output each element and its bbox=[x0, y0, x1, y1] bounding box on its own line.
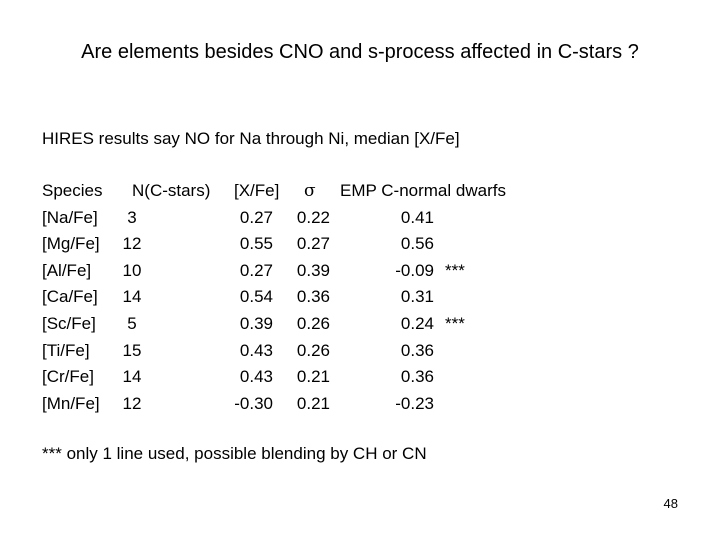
xfe-cell: 0.43 bbox=[239, 367, 273, 387]
emp-cell: -0.09 bbox=[395, 260, 434, 280]
emp-cell: -0.23 bbox=[395, 393, 434, 413]
flag-cell: *** bbox=[445, 313, 465, 333]
species-cell: [Cr/Fe] bbox=[42, 367, 94, 387]
sigma-cell: 0.27 bbox=[296, 234, 330, 254]
emp-cell: 0.41 bbox=[400, 207, 434, 227]
xfe-cell: 0.55 bbox=[239, 234, 273, 254]
n-cell: 12 bbox=[122, 234, 142, 254]
xfe-cell: 0.54 bbox=[239, 287, 273, 307]
species-cell: [Mg/Fe] bbox=[42, 234, 100, 254]
sigma-cell: 0.26 bbox=[296, 313, 330, 333]
n-cell: 3 bbox=[127, 207, 137, 227]
species-cell: [Al/Fe] bbox=[42, 260, 92, 280]
n-cell: 15 bbox=[122, 340, 142, 360]
species-cell: [Mn/Fe] bbox=[42, 393, 100, 413]
slide-subtitle: HIRES results say NO for Na through Ni, … bbox=[42, 129, 460, 148]
species-cell: [Ca/Fe] bbox=[42, 287, 98, 307]
header-n-cstars: N(C-stars) bbox=[132, 181, 211, 200]
n-cell: 5 bbox=[127, 313, 137, 333]
flag-cell: *** bbox=[445, 260, 465, 280]
sigma-cell: 0.36 bbox=[296, 287, 330, 307]
species-cell: [Ti/Fe] bbox=[42, 340, 90, 360]
header-emp: EMP C-normal dwarfs bbox=[340, 181, 506, 200]
footnote: *** only 1 line used, possible blending … bbox=[42, 444, 427, 463]
sigma-cell: 0.21 bbox=[296, 367, 330, 387]
xfe-cell: 0.39 bbox=[239, 313, 273, 333]
header-sigma: σ bbox=[304, 181, 316, 201]
header-species: Species bbox=[42, 181, 103, 200]
sigma-cell: 0.39 bbox=[296, 260, 330, 280]
n-cell: 14 bbox=[122, 287, 142, 307]
header-xfe: [X/Fe] bbox=[234, 181, 280, 200]
slide-title: Are elements besides CNO and s-process a… bbox=[81, 41, 639, 63]
emp-cell: 0.31 bbox=[400, 287, 434, 307]
xfe-cell: -0.30 bbox=[234, 393, 273, 413]
sigma-cell: 0.21 bbox=[296, 393, 330, 413]
xfe-cell: 0.43 bbox=[239, 340, 273, 360]
xfe-cell: 0.27 bbox=[239, 260, 273, 280]
emp-cell: 0.36 bbox=[400, 367, 434, 387]
emp-cell: 0.56 bbox=[400, 234, 434, 254]
species-cell: [Sc/Fe] bbox=[42, 313, 96, 333]
emp-cell: 0.24 bbox=[400, 313, 434, 333]
emp-cell: 0.36 bbox=[400, 340, 434, 360]
species-cell: [Na/Fe] bbox=[42, 207, 98, 227]
n-cell: 14 bbox=[122, 367, 142, 387]
n-cell: 10 bbox=[122, 260, 142, 280]
sigma-cell: 0.22 bbox=[296, 207, 330, 227]
page-number: 48 bbox=[663, 496, 678, 511]
sigma-cell: 0.26 bbox=[296, 340, 330, 360]
xfe-cell: 0.27 bbox=[239, 207, 273, 227]
n-cell: 12 bbox=[122, 393, 142, 413]
